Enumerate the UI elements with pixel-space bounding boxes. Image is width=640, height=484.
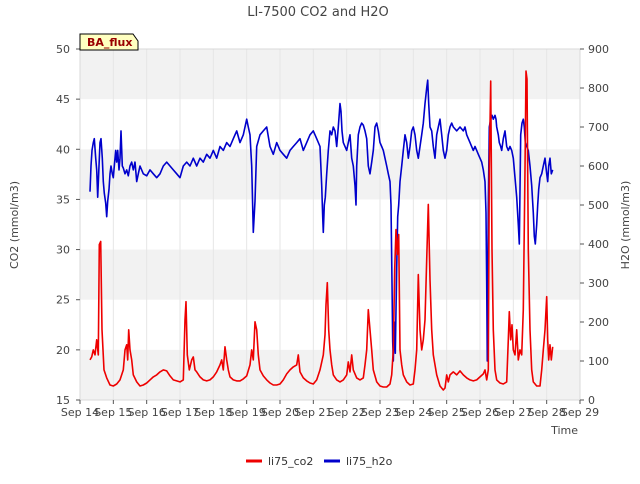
y-tick-label-left: 30 bbox=[56, 244, 70, 257]
chart-title: LI-7500 CO2 and H2O bbox=[247, 5, 389, 20]
grid-band bbox=[80, 349, 580, 400]
x-tick-label: Sep 20 bbox=[261, 406, 299, 419]
legend-label-h2o: li75_h2o bbox=[346, 455, 393, 468]
y-tick-label-left: 45 bbox=[56, 93, 70, 106]
series-line-li75_co2 bbox=[89, 70, 554, 391]
y-tick-label-right: 100 bbox=[588, 355, 609, 368]
y-tick-label-right: 300 bbox=[588, 277, 609, 290]
x-axis-label: Time bbox=[550, 424, 578, 437]
y-tick-label-left: 25 bbox=[56, 294, 70, 307]
y-tick-label-right: 500 bbox=[588, 199, 609, 212]
x-tick-label: Sep 26 bbox=[461, 406, 499, 419]
badge-label: BA_flux bbox=[87, 36, 132, 49]
legend: li75_co2 li75_h2o bbox=[246, 455, 393, 468]
y-axis-label-left: CO2 (mmol/m3) bbox=[8, 181, 21, 269]
badge-box bbox=[79, 33, 139, 51]
series-line-li75_h2o bbox=[89, 79, 554, 362]
y-tick-label-right: 900 bbox=[588, 43, 609, 56]
x-tick-label: Sep 18 bbox=[194, 406, 232, 419]
x-tick-label: Sep 21 bbox=[294, 406, 332, 419]
x-tick-label: Sep 15 bbox=[94, 406, 132, 419]
y-tick-label-left: 35 bbox=[56, 193, 70, 206]
x-tick-label: Sep 19 bbox=[228, 406, 266, 419]
badge: BA_flux bbox=[79, 33, 139, 51]
y-tick-label-right: 800 bbox=[588, 82, 609, 95]
x-tick-label: Sep 27 bbox=[494, 406, 532, 419]
x-tick-label: Sep 14 bbox=[61, 406, 99, 419]
x-tick-label: Sep 24 bbox=[394, 406, 432, 419]
y-tick-label-left: 40 bbox=[56, 143, 70, 156]
grid-band bbox=[80, 149, 580, 200]
y-tick-label-right: 700 bbox=[588, 121, 609, 134]
grid-band bbox=[80, 249, 580, 300]
x-tick-label: Sep 25 bbox=[428, 406, 466, 419]
y-tick-label-right: 600 bbox=[588, 160, 609, 173]
y-tick-label-left: 15 bbox=[56, 394, 70, 407]
x-tick-label: Sep 23 bbox=[361, 406, 399, 419]
y-tick-label-right: 400 bbox=[588, 238, 609, 251]
x-tick-label: Sep 16 bbox=[128, 406, 166, 419]
x-tick-label: Sep 28 bbox=[528, 406, 566, 419]
y-axis-label-right: H2O (mmol/m3) bbox=[619, 181, 632, 270]
x-tick-label: Sep 22 bbox=[328, 406, 366, 419]
x-tick-label: Sep 29 bbox=[561, 406, 599, 419]
grid-band bbox=[80, 49, 580, 100]
y-tick-label-left: 50 bbox=[56, 43, 70, 56]
y-tick-label-left: 20 bbox=[56, 344, 70, 357]
legend-label-co2: li75_co2 bbox=[268, 455, 313, 468]
x-tick-label: Sep 17 bbox=[161, 406, 199, 419]
plot-frame bbox=[79, 48, 581, 401]
y-tick-label-right: 200 bbox=[588, 316, 609, 329]
y-tick-label-right: 0 bbox=[588, 394, 595, 407]
